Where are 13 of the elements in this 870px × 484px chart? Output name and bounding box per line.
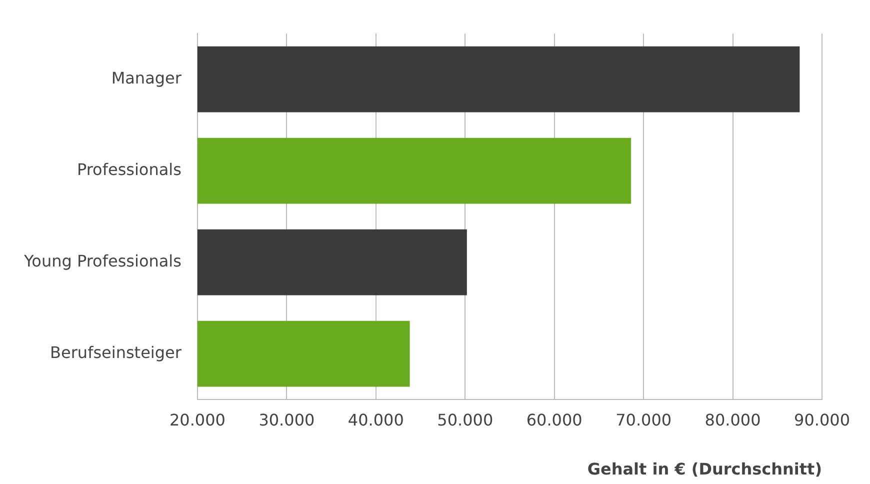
x-tick-label: 40.000 xyxy=(348,410,404,430)
y-tick-label: Young Professionals xyxy=(23,252,182,271)
x-tick-label: 30.000 xyxy=(258,410,315,430)
x-tick-label: 70.000 xyxy=(616,410,672,430)
x-axis-title: Gehalt in € (Durchschnitt) xyxy=(587,460,822,479)
x-tick-label: 90.000 xyxy=(794,410,850,430)
y-tick-label: Professionals xyxy=(76,160,182,180)
y-tick-label: Manager xyxy=(111,68,182,88)
x-tick-label: 50.000 xyxy=(437,410,494,430)
x-tick-label: 20.000 xyxy=(169,410,226,430)
x-tick-label: 80.000 xyxy=(704,410,761,430)
x-tick-label: 60.000 xyxy=(526,410,582,430)
y-tick-label: Berufseinsteiger xyxy=(50,343,182,362)
